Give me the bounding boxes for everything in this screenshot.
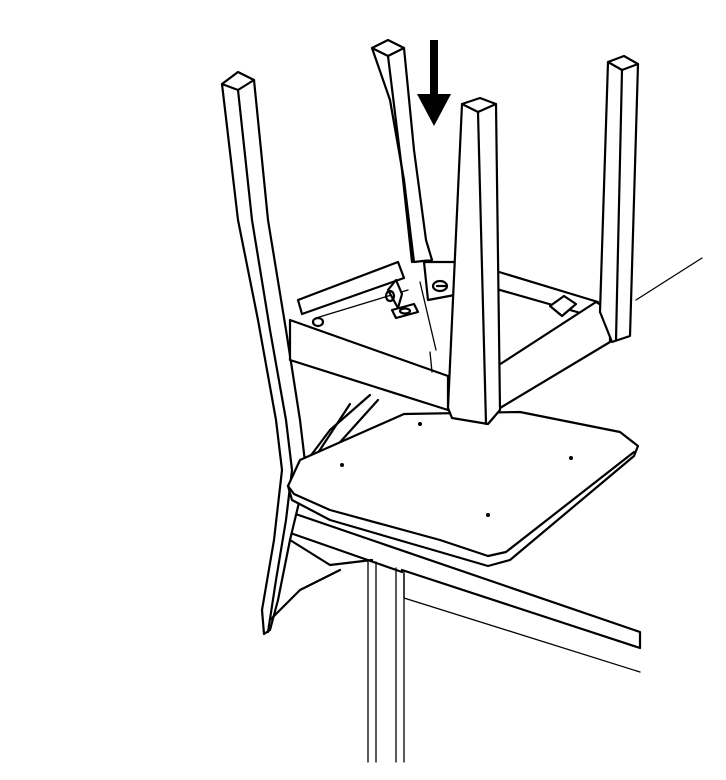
chair-frame	[288, 260, 612, 412]
table-apron	[403, 597, 641, 673]
chair-front-left-leg	[446, 96, 502, 426]
down-arrow-icon	[417, 40, 451, 126]
chair-seat	[286, 410, 640, 568]
chair-back-left-leg	[220, 70, 308, 636]
table-leg	[367, 559, 405, 763]
corner-bracket	[386, 278, 404, 310]
chair-back-right-leg	[370, 38, 434, 264]
table-edge-far	[635, 257, 703, 301]
chair-front-right-leg	[598, 54, 640, 344]
